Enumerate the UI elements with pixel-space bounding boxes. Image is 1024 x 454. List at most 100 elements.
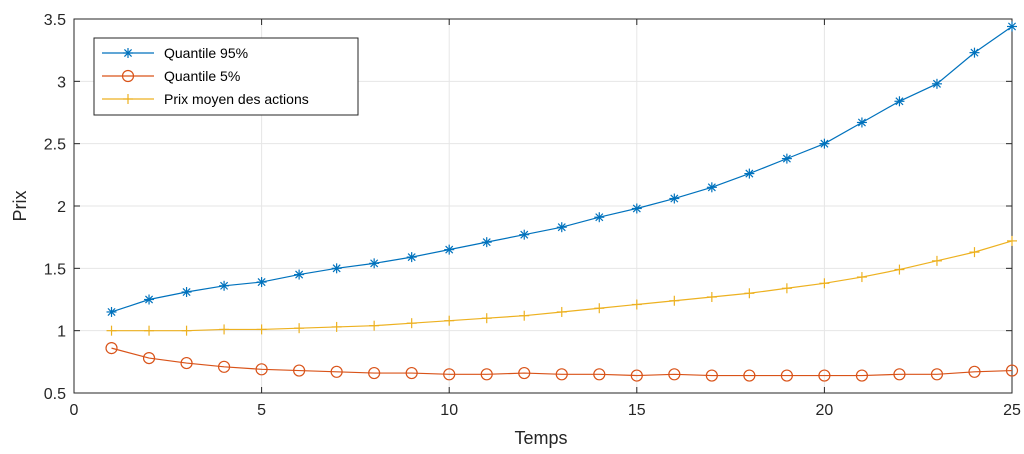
legend-entry: Prix moyen des actions: [102, 91, 309, 107]
data-point: [819, 278, 830, 289]
legend-marker: [121, 69, 135, 83]
data-point: [219, 324, 230, 335]
data-point: [594, 303, 605, 314]
data-point: [181, 325, 192, 336]
data-point: [931, 255, 942, 266]
data-point: [669, 295, 680, 306]
legend: Quantile 95% Quantile 5% Prix moyen des ac…: [93, 37, 359, 116]
data-point: [181, 287, 192, 298]
x-tick-label: 25: [1003, 402, 1021, 419]
series-group: [105, 21, 1019, 382]
data-point: [219, 280, 230, 291]
data-point: [930, 368, 944, 381]
data-point: [1007, 21, 1017, 32]
data-point: [443, 368, 456, 381]
data-point: [1005, 364, 1019, 377]
data-point: [706, 182, 717, 193]
data-point: [968, 365, 981, 378]
data-point: [556, 222, 567, 233]
data-point: [406, 252, 417, 263]
series-0: [106, 21, 1017, 317]
data-point: [480, 368, 493, 381]
data-point: [217, 360, 231, 373]
data-point: [180, 356, 193, 370]
data-point: [631, 203, 642, 214]
x-tick-label: 0: [70, 402, 79, 419]
data-point: [744, 288, 755, 299]
data-point: [369, 320, 380, 331]
y-tick-label: 3: [57, 74, 66, 91]
data-point: [893, 368, 906, 381]
data-point: [518, 366, 531, 380]
legend-entry: Quantile 5%: [102, 68, 240, 84]
x-tick-label: 10: [440, 402, 458, 419]
data-point: [894, 96, 905, 107]
series-1: [105, 342, 1019, 382]
data-point: [630, 369, 643, 382]
data-point: [556, 306, 567, 317]
y-axis-label: Prix: [10, 191, 30, 222]
data-point: [293, 364, 306, 377]
data-point: [142, 351, 156, 365]
data-point: [631, 299, 642, 310]
x-tick-label: 20: [816, 402, 834, 419]
data-point: [481, 313, 492, 324]
data-point: [106, 325, 117, 336]
legend-label: Prix moyen des actions: [164, 91, 309, 107]
data-point: [555, 368, 568, 381]
data-point: [594, 212, 605, 223]
data-point: [856, 117, 867, 128]
data-point: [144, 294, 155, 305]
data-point: [593, 368, 606, 381]
data-point: [856, 272, 867, 283]
data-point: [969, 247, 980, 258]
data-point: [780, 369, 793, 382]
data-point: [256, 324, 267, 335]
data-point: [781, 153, 792, 164]
legend-label: Quantile 95%: [164, 45, 248, 61]
data-point: [331, 263, 342, 274]
data-point: [330, 365, 343, 378]
data-point: [706, 292, 717, 303]
data-point: [818, 369, 831, 382]
data-point: [256, 277, 267, 288]
axis-ticks: 0 5 10 15 20 25 0.5 1 1.5 2 2.5 3 3.5: [44, 12, 1021, 419]
data-point: [105, 342, 118, 355]
data-point: [743, 369, 756, 382]
y-tick-label: 1.5: [44, 261, 66, 278]
data-point: [969, 47, 980, 58]
legend-label: Quantile 5%: [164, 68, 240, 84]
data-point: [405, 366, 418, 380]
data-point: [855, 369, 869, 382]
y-tick-label: 2.5: [44, 137, 66, 154]
data-point: [781, 283, 792, 294]
data-point: [406, 318, 417, 329]
y-tick-label: 0.5: [44, 386, 66, 403]
data-point: [705, 369, 718, 382]
data-point: [294, 269, 305, 280]
x-tick-label: 5: [257, 402, 266, 419]
data-point: [331, 321, 342, 332]
data-point: [368, 366, 381, 380]
y-tick-label: 2: [57, 199, 66, 216]
data-point: [744, 168, 755, 179]
data-point: [144, 325, 155, 336]
data-point: [519, 310, 530, 321]
data-point: [931, 78, 942, 89]
data-point: [519, 229, 530, 240]
data-point: [294, 323, 305, 334]
x-axis-label: Temps: [514, 428, 567, 448]
data-point: [894, 264, 905, 275]
x-tick-label: 15: [628, 402, 646, 419]
data-point: [444, 244, 455, 255]
series-line: [111, 347, 1013, 377]
data-point: [669, 193, 680, 204]
data-point: [444, 315, 455, 326]
y-tick-label: 3.5: [44, 12, 66, 29]
data-point: [1007, 235, 1017, 246]
data-point: [255, 363, 268, 376]
series-line: [111, 240, 1013, 332]
data-point: [481, 237, 492, 248]
legend-marker: [123, 48, 133, 58]
